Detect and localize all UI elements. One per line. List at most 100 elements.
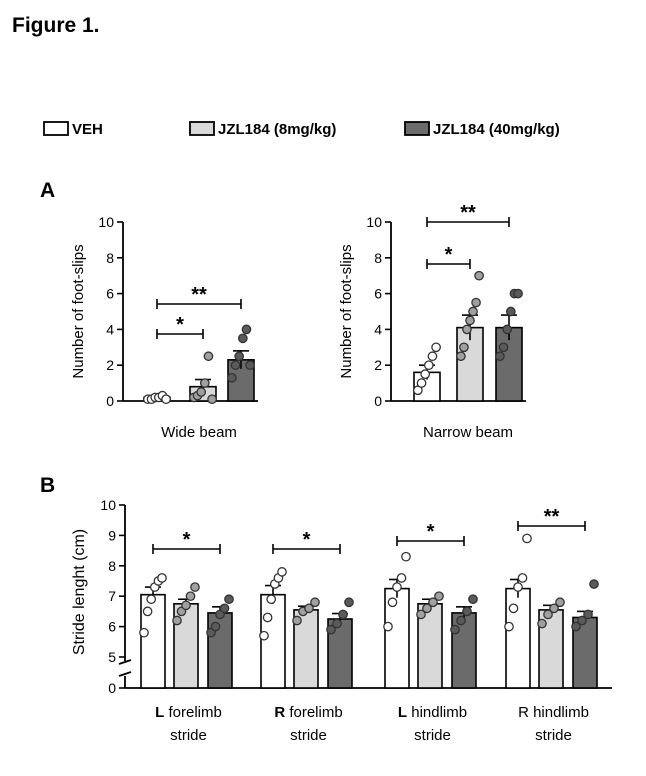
stride-y-tick-label: 0 <box>108 680 116 696</box>
stride-group-2-point <box>462 606 472 617</box>
narrow-y-tick-label: 6 <box>374 286 382 302</box>
wide-y-axis-label: Number of foot-slips <box>70 244 87 378</box>
wide-x-axis-label: Wide beam <box>161 424 237 441</box>
stride-group-1-point <box>262 612 273 623</box>
axis-break-mark <box>118 659 132 665</box>
wide-jzl8-point <box>196 387 207 397</box>
stride-group-0-point <box>185 591 196 602</box>
narrow-jzl40-point <box>498 342 509 353</box>
stride-group-2-point <box>450 624 460 635</box>
legend-swatch-jzl40 <box>404 121 430 136</box>
stride-group-1-point <box>326 624 336 635</box>
narrow-veh-point <box>423 360 434 371</box>
stride-group-1-point <box>304 603 314 614</box>
stride-group-0-label: L forelimb <box>155 704 222 721</box>
stride-group-3-point <box>522 533 532 544</box>
panel-label-a: A <box>40 179 55 202</box>
stride-group-1-point <box>332 618 342 629</box>
stride-group-1-bar <box>260 593 286 689</box>
stride-group-1-label: R forelimb <box>274 704 342 721</box>
stride-group-3-bar <box>505 587 531 689</box>
stride-group-3-point <box>583 609 593 620</box>
legend-label-jzl8: JZL184 (8mg/kg) <box>218 121 336 138</box>
stride-group-3-point <box>589 579 599 589</box>
wide-y-tick-label: 2 <box>106 357 114 373</box>
stride-group-3-label: R hindlimb <box>518 704 589 721</box>
figure-title: Figure 1. <box>12 14 100 37</box>
stride-group-2-point <box>396 573 407 583</box>
stride-group-1-bar <box>327 618 353 689</box>
stride-group-3-sig-label: ** <box>544 506 560 528</box>
stride-group-0-point <box>146 594 157 605</box>
stride-group-2-point <box>392 582 402 592</box>
stride-group-0-point <box>172 615 182 626</box>
narrow-veh-point <box>431 342 441 353</box>
stride-group-2-point <box>401 551 411 562</box>
wide-jzl40-point <box>241 324 252 335</box>
narrow-jzl40-point <box>513 288 523 299</box>
stride-group-3-point <box>537 618 547 629</box>
narrow-veh-point <box>420 369 431 379</box>
stride-group-0-point <box>157 573 167 583</box>
stride-y-tick-label: 5 <box>108 649 116 665</box>
stride-group-3-label-line2: stride <box>535 727 572 744</box>
narrow-jzl8-point <box>468 306 478 317</box>
stride-group-2-point <box>383 621 393 632</box>
stride-group-2-label-side: L <box>398 704 407 721</box>
panel-label-b: B <box>40 474 55 497</box>
wide-jzl8-point <box>199 378 210 388</box>
stride-group-2-sig-label: * <box>427 521 435 543</box>
stride-group-3-point <box>549 603 559 614</box>
wide-y-tick-label: 0 <box>106 393 114 409</box>
narrow-sig-2-label: ** <box>460 202 476 224</box>
stride-y-tick-label: 6 <box>108 619 116 635</box>
stride-group-3-label-limb: R hindlimb <box>518 704 589 721</box>
legend-label-jzl40: JZL184 (40mg/kg) <box>433 121 560 138</box>
stride-group-0-label-line2: stride <box>170 727 207 744</box>
wide-sig-1-label: * <box>176 314 184 336</box>
stride-group-0-point <box>142 606 153 617</box>
stride-group-0-point <box>224 594 234 605</box>
stride-group-2-label: L hindlimb <box>398 704 467 721</box>
narrow-y-tick-label: 10 <box>366 214 382 230</box>
stride-group-3-point <box>508 603 519 614</box>
stride-group-1-point <box>292 615 302 626</box>
wide-sig-2-label: ** <box>191 284 207 306</box>
stride-group-2-point <box>456 615 466 626</box>
stride-y-tick-label: 8 <box>108 558 116 574</box>
narrow-y-axis-label: Number of foot-slips <box>338 244 355 378</box>
stride-group-0-label-side: L <box>155 704 164 721</box>
narrow-y-tick-label: 8 <box>374 250 382 266</box>
stride-group-3-point <box>504 621 514 632</box>
stride-group-0-sig-label: * <box>183 529 191 551</box>
stride-group-0-label-limb: forelimb <box>164 704 222 721</box>
narrow-jzl8-point <box>459 342 469 353</box>
wide-jzl40-point <box>245 360 255 371</box>
stride-group-3-point <box>517 573 528 583</box>
stride-group-0-point <box>139 627 149 638</box>
stride-group-2-label-line2: stride <box>414 727 451 744</box>
wide-jzl8-point <box>203 351 214 362</box>
wide-jzl40-point <box>234 351 245 362</box>
narrow-jzl8-point <box>465 315 475 326</box>
legend-label-veh: VEH <box>72 121 103 138</box>
narrow-y-tick-label: 0 <box>374 393 382 409</box>
stride-group-2-point <box>434 591 444 602</box>
narrow-sig-1-label: * <box>445 244 453 266</box>
stride-group-0-point <box>181 600 191 611</box>
stride-group-1-point <box>277 567 287 577</box>
stride-group-2-label-limb: hindlimb <box>407 704 467 721</box>
narrow-veh-point <box>416 378 427 388</box>
wide-veh-point <box>161 394 171 405</box>
stride-group-1-point <box>344 597 354 608</box>
stride-group-2-point <box>422 603 432 614</box>
legend-swatch-jzl8 <box>189 121 215 136</box>
stride-group-0-point <box>190 582 200 592</box>
wide-jzl40-point <box>227 372 237 383</box>
stride-group-1-point <box>266 594 277 605</box>
stride-group-2-point <box>387 597 398 608</box>
stride-y-tick-label: 10 <box>100 497 116 513</box>
narrow-jzl8-point <box>474 270 484 281</box>
stride-group-2-point <box>416 609 426 620</box>
